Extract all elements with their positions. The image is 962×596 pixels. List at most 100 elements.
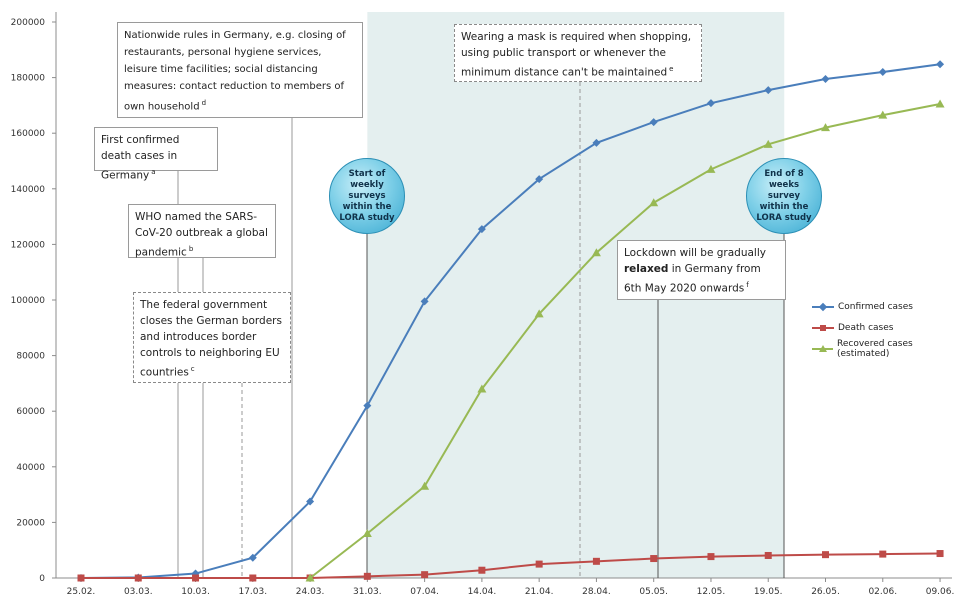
annotation-who-pandemic-note: b bbox=[188, 245, 194, 253]
series bbox=[77, 60, 945, 582]
legend-swatch-deaths bbox=[812, 323, 834, 333]
x-tick-labels: 25.02. 03.03. 10.03. 17.03. 24.03. 31.03. 07.0… bbox=[67, 587, 955, 596]
data-point-deaths bbox=[879, 550, 887, 558]
x-tick-label: 12.05. bbox=[697, 587, 726, 596]
data-point-confirmed bbox=[306, 497, 315, 506]
x-tick-label: 02.06. bbox=[868, 587, 897, 596]
y-tick-labels: 0 20000 40000 60000 80000 100000 120000 140000 1… bbox=[11, 18, 46, 584]
data-point-confirmed bbox=[248, 553, 257, 562]
y-tick-label: 80000 bbox=[16, 352, 45, 362]
annotation-mask-requirement: Wearing a mask is required when shopping… bbox=[454, 24, 702, 82]
annotation-first-death-text: First confirmed death cases in Germany bbox=[101, 134, 180, 182]
annotation-border-closure: The federal government closes the German… bbox=[133, 292, 291, 383]
annotation-mask-requirement-text: Wearing a mask is required when shopping… bbox=[461, 31, 692, 79]
start-survey-label: Start of weekly surveys within the LORA … bbox=[339, 168, 395, 223]
data-point-recovered bbox=[305, 573, 315, 582]
y-tick-label: 0 bbox=[39, 574, 45, 584]
x-tick-label: 14.04. bbox=[468, 587, 497, 596]
series-line-confirmed bbox=[80, 63, 941, 579]
legend-swatch-recovered bbox=[812, 344, 833, 354]
data-point-confirmed bbox=[821, 74, 830, 83]
series-line-recovered bbox=[309, 103, 941, 579]
data-point-deaths bbox=[707, 553, 715, 561]
annotation-lockdown-note: f bbox=[746, 281, 749, 289]
data-point-confirmed bbox=[878, 68, 887, 77]
data-point-recovered bbox=[706, 164, 716, 173]
y-tick-label: 180000 bbox=[11, 74, 46, 84]
data-point-recovered bbox=[477, 384, 487, 393]
data-point-confirmed bbox=[477, 225, 486, 234]
x-tick-label: 09.06. bbox=[926, 587, 955, 596]
x-tick-label: 17.03. bbox=[238, 587, 267, 596]
data-point-confirmed bbox=[363, 401, 372, 410]
series-line-deaths bbox=[81, 552, 941, 579]
data-point-recovered bbox=[821, 123, 831, 132]
x-tick-label: 31.03. bbox=[353, 587, 382, 596]
data-point-confirmed bbox=[764, 86, 773, 95]
annotation-nationwide-rules-text: Nationwide rules in Germany, e.g. closin… bbox=[124, 30, 346, 113]
x-tick-label: 05.05. bbox=[639, 587, 668, 596]
annotation-lockdown-bold: relaxed bbox=[624, 263, 669, 275]
data-point-recovered bbox=[878, 110, 888, 119]
x-tick-label: 10.03. bbox=[181, 587, 210, 596]
end-survey-label: End of 8 weeks survey within the LORA st… bbox=[756, 168, 812, 223]
data-point-deaths bbox=[764, 551, 772, 559]
y-tick-label: 140000 bbox=[11, 185, 46, 195]
annotation-nationwide-rules: Nationwide rules in Germany, e.g. closin… bbox=[117, 22, 363, 118]
y-tick-label: 20000 bbox=[16, 518, 45, 528]
legend-item-confirmed: Confirmed cases bbox=[812, 296, 962, 317]
x-tick-label: 21.04. bbox=[525, 587, 554, 596]
x-tick-label: 07.04. bbox=[410, 587, 439, 596]
data-point-confirmed bbox=[592, 138, 601, 147]
end-survey-bubble: End of 8 weeks survey within the LORA st… bbox=[746, 158, 822, 234]
annotation-first-death: First confirmed death cases in Germany a bbox=[94, 127, 218, 182]
data-point-recovered bbox=[420, 481, 430, 490]
data-point-deaths bbox=[421, 571, 429, 579]
legend-item-recovered: Recovered cases (estimated) bbox=[812, 338, 962, 359]
data-point-confirmed bbox=[936, 60, 945, 69]
data-point-confirmed bbox=[420, 297, 429, 306]
data-point-deaths bbox=[363, 572, 371, 580]
x-tick-label: 25.02. bbox=[67, 587, 96, 596]
x-tick-label: 24.03. bbox=[296, 587, 325, 596]
data-point-deaths bbox=[592, 557, 600, 565]
annotation-nationwide-rules-note: d bbox=[201, 99, 207, 107]
data-point-recovered bbox=[591, 248, 601, 257]
data-point-deaths bbox=[134, 574, 142, 582]
data-point-deaths bbox=[650, 555, 658, 563]
x-tick-label: 28.04. bbox=[582, 587, 611, 596]
data-point-deaths bbox=[535, 560, 543, 568]
x-tick-label: 03.03. bbox=[124, 587, 153, 596]
legend-label-confirmed: Confirmed cases bbox=[838, 301, 913, 312]
data-point-deaths bbox=[936, 550, 944, 558]
data-point-recovered bbox=[649, 198, 659, 207]
data-point-deaths bbox=[478, 566, 486, 574]
legend-swatch-confirmed bbox=[812, 302, 834, 312]
annotation-who-pandemic: WHO named the SARS-CoV-20 outbreak a glo… bbox=[128, 204, 276, 259]
annotation-lockdown-pre: Lockdown will be gradually bbox=[624, 247, 766, 259]
annotation-mask-requirement-note: e bbox=[669, 65, 674, 73]
data-point-recovered bbox=[763, 139, 773, 148]
annotation-lockdown-post: in Germany from 6th May 2020 onwards bbox=[624, 263, 761, 295]
y-tick-label: 40000 bbox=[16, 463, 45, 473]
data-point-recovered bbox=[534, 309, 544, 318]
annotation-border-closure-note: c bbox=[190, 365, 195, 373]
legend: Confirmed cases Death cases Recovered ca… bbox=[812, 296, 962, 359]
data-point-confirmed bbox=[706, 99, 715, 108]
legend-item-deaths: Death cases bbox=[812, 317, 962, 338]
data-point-recovered bbox=[935, 99, 945, 108]
x-tick-label: 26.05. bbox=[811, 587, 840, 596]
annotation-lockdown-relaxed: Lockdown will be gradually relaxed in Ge… bbox=[617, 240, 786, 300]
data-point-confirmed bbox=[649, 118, 658, 127]
legend-label-deaths: Death cases bbox=[838, 322, 894, 333]
y-tick-label: 60000 bbox=[16, 407, 45, 417]
data-point-confirmed bbox=[535, 175, 544, 184]
annotation-border-closure-text: The federal government closes the German… bbox=[140, 299, 282, 379]
start-survey-bubble: Start of weekly surveys within the LORA … bbox=[329, 158, 405, 234]
legend-label-recovered: Recovered cases (estimated) bbox=[837, 338, 913, 359]
y-tick-label: 200000 bbox=[11, 18, 46, 28]
data-point-deaths bbox=[192, 574, 200, 582]
x-tick-label: 19.05. bbox=[754, 587, 783, 596]
data-point-deaths bbox=[249, 574, 257, 582]
data-point-deaths bbox=[822, 551, 830, 559]
